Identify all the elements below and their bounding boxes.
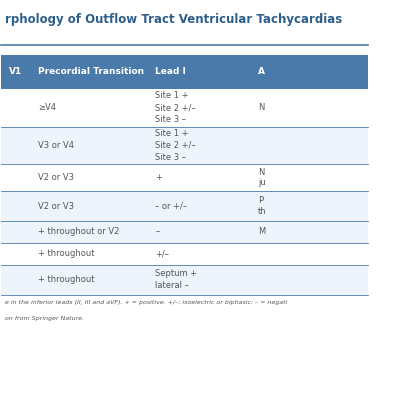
Text: +: +	[156, 173, 162, 182]
Text: N: N	[258, 103, 264, 112]
Text: + throughout: + throughout	[38, 275, 94, 284]
Text: rphology of Outflow Tract Ventricular Tachycardias: rphology of Outflow Tract Ventricular Ta…	[5, 13, 342, 26]
Text: + throughout or V2: + throughout or V2	[38, 228, 120, 236]
Text: V2 or V3: V2 or V3	[38, 202, 74, 211]
Text: ≥V4: ≥V4	[38, 103, 56, 112]
Text: V2 or V3: V2 or V3	[38, 173, 74, 182]
FancyBboxPatch shape	[1, 265, 368, 294]
Text: Lead I: Lead I	[156, 67, 186, 76]
Text: Site 1 +
Site 2 +/–
Site 3 –: Site 1 + Site 2 +/– Site 3 –	[156, 129, 196, 162]
Text: + throughout: + throughout	[38, 249, 94, 258]
Text: N
ju: N ju	[258, 168, 266, 188]
Text: V3 or V4: V3 or V4	[38, 141, 74, 150]
FancyBboxPatch shape	[1, 89, 368, 126]
FancyBboxPatch shape	[1, 191, 368, 221]
Text: A: A	[258, 67, 265, 76]
FancyBboxPatch shape	[1, 164, 368, 191]
Text: M: M	[258, 228, 266, 236]
Text: Site 1 +
Site 2 +/–
Site 3 –: Site 1 + Site 2 +/– Site 3 –	[156, 91, 196, 124]
FancyBboxPatch shape	[1, 221, 368, 243]
Text: on from Springer Nature.: on from Springer Nature.	[5, 316, 84, 320]
Text: Precordial Transition: Precordial Transition	[38, 67, 144, 76]
FancyBboxPatch shape	[1, 243, 368, 265]
FancyBboxPatch shape	[1, 55, 368, 89]
Text: +/–: +/–	[156, 249, 170, 258]
Text: Septum +
lateral –: Septum + lateral –	[156, 269, 198, 290]
Text: P
th: P th	[258, 196, 267, 216]
Text: V1: V1	[9, 67, 22, 76]
FancyBboxPatch shape	[1, 126, 368, 164]
Text: e in the inferior leads (II, III and aVF). + = positive. +/–; isoelectric or bip: e in the inferior leads (II, III and aVF…	[5, 300, 288, 306]
Text: –: –	[156, 228, 160, 236]
Text: – or +/–: – or +/–	[156, 202, 188, 211]
